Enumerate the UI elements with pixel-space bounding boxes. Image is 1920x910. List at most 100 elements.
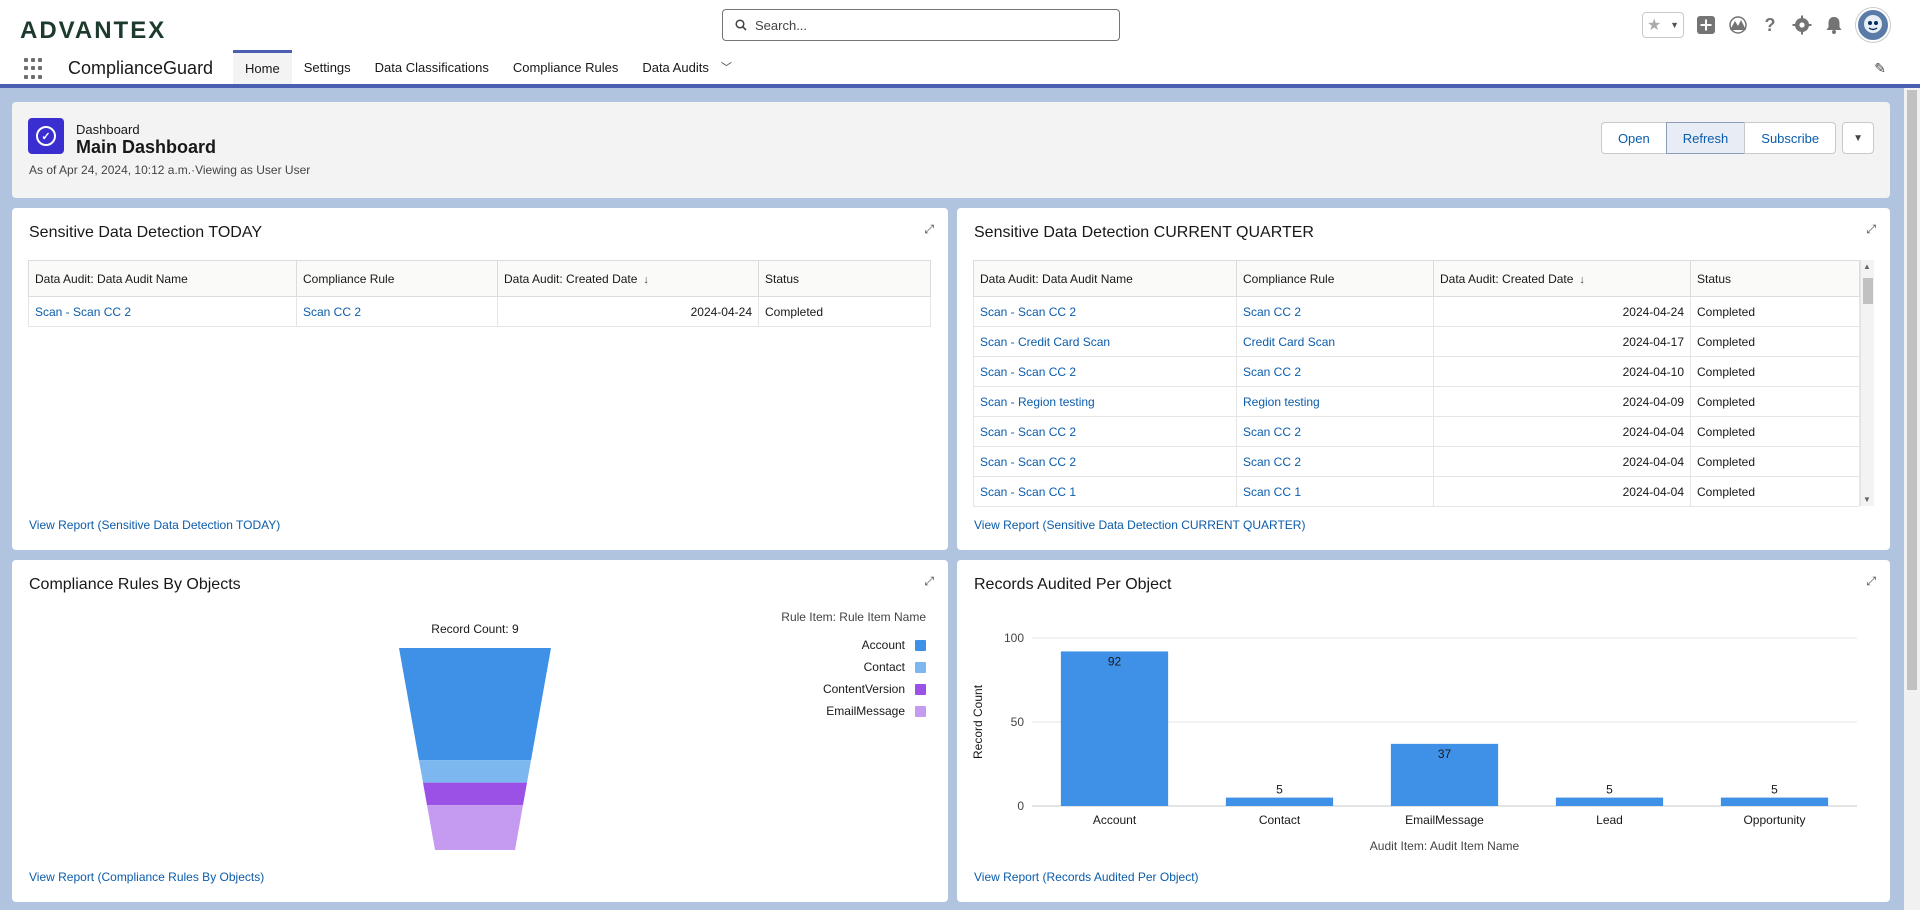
trailhead-icon[interactable]	[1728, 15, 1748, 35]
app-launcher-icon[interactable]	[24, 58, 46, 80]
bar-lead[interactable]	[1555, 797, 1664, 806]
column-header[interactable]: Data Audit: Data Audit Name	[973, 260, 1237, 297]
created-date-cell: 2024-04-04	[1433, 446, 1691, 477]
view-report-link[interactable]: View Report (Sensitive Data Detection TO…	[29, 518, 281, 532]
today-widget: Sensitive Data Detection TODAY ⤢ Data Au…	[12, 208, 948, 550]
funnel-segment-contact[interactable]	[419, 760, 531, 783]
global-actions-icon[interactable]	[1696, 15, 1716, 35]
legend-title: Rule Item: Rule Item Name	[781, 610, 926, 624]
data-audit-link[interactable]: Scan - Scan CC 2	[973, 356, 1237, 387]
tab-home[interactable]: Home	[233, 50, 292, 84]
scrollbar-thumb[interactable]	[1907, 90, 1917, 690]
funnel-segment-account[interactable]	[399, 648, 551, 761]
tab-data-classifications[interactable]: Data Classifications	[363, 50, 501, 84]
created-date-cell: 2024-04-04	[1433, 416, 1691, 447]
search-input[interactable]: Search...	[722, 9, 1120, 41]
x-tick-label: Lead	[1596, 813, 1623, 827]
column-header[interactable]: Compliance Rule	[1236, 260, 1434, 297]
column-header[interactable]: Data Audit: Created Date ↓	[497, 260, 759, 297]
data-label: 5	[1771, 783, 1778, 797]
open-button[interactable]: Open	[1600, 122, 1667, 154]
dashboard-timestamp: As of Apr 24, 2024, 10:12 a.m.·Viewing a…	[29, 163, 311, 177]
widget-title: Compliance Rules By Objects	[29, 576, 241, 593]
favorites-button[interactable]: ★ ▼	[1642, 12, 1684, 38]
y-tick-label: 0	[1017, 799, 1024, 813]
data-audit-link[interactable]: Scan - Scan CC 2	[973, 296, 1237, 327]
compliance-rule-link[interactable]: Scan CC 2	[1236, 356, 1434, 387]
view-report-link[interactable]: View Report (Sensitive Data Detection CU…	[974, 518, 1306, 532]
sort-descending-icon[interactable]: ↓	[1579, 273, 1585, 286]
data-audit-link[interactable]: Scan - Region testing	[973, 386, 1237, 417]
tab-label: Settings	[303, 59, 351, 75]
dashboard-header: ✓ Dashboard Main Dashboard As of Apr 24,…	[12, 102, 1890, 198]
bar-account[interactable]	[1060, 651, 1169, 806]
expand-icon[interactable]: ⤢	[1866, 222, 1876, 236]
data-audit-link[interactable]: Scan - Scan CC 2	[973, 446, 1237, 477]
legend-item[interactable]: ContentVersion	[781, 678, 926, 700]
avatar[interactable]	[1856, 8, 1890, 42]
compliance-rule-link[interactable]: Region testing	[1236, 386, 1434, 417]
tab-label: Data Classifications	[374, 59, 489, 75]
expand-icon[interactable]: ⤢	[1866, 574, 1876, 588]
legend-swatch	[915, 683, 926, 695]
compliance-rule-link[interactable]: Scan CC 2	[1236, 446, 1434, 477]
expand-icon[interactable]: ⤢	[924, 222, 934, 236]
view-report-link[interactable]: View Report (Compliance Rules By Objects…	[29, 870, 265, 884]
bar-opportunity[interactable]	[1720, 797, 1829, 806]
compliance-rule-link[interactable]: Scan CC 1	[1236, 476, 1434, 507]
funnel-segment-emailmessage[interactable]	[427, 805, 523, 850]
scroll-down-icon[interactable]: ▼	[1863, 495, 1871, 504]
data-audit-link[interactable]: Scan - Credit Card Scan	[973, 326, 1237, 357]
scroll-up-icon[interactable]: ▲	[1863, 262, 1871, 271]
compliance-rules-widget: Compliance Rules By Objects ⤢ Record Cou…	[12, 560, 948, 902]
column-header[interactable]: Data Audit: Created Date ↓	[1433, 260, 1691, 297]
bar-contact[interactable]	[1225, 797, 1334, 806]
x-tick-label: Contact	[1259, 813, 1301, 827]
tab-label: Home	[245, 61, 280, 76]
column-header[interactable]: Status	[1690, 260, 1860, 297]
compliance-rule-link[interactable]: Scan CC 2	[1236, 296, 1434, 327]
data-audit-link[interactable]: Scan - Scan CC 1	[973, 476, 1237, 507]
legend-item[interactable]: Account	[781, 634, 926, 656]
compliance-rule-link[interactable]: Scan CC 2	[1236, 416, 1434, 447]
edit-nav-icon[interactable]: ✎	[1874, 60, 1886, 76]
refresh-button[interactable]: Refresh	[1665, 122, 1746, 154]
view-report-link[interactable]: View Report (Records Audited Per Object)	[974, 870, 1199, 884]
search-placeholder: Search...	[755, 17, 808, 33]
legend-item[interactable]: Contact	[781, 656, 926, 678]
tab-data-audits[interactable]: Data Audits ﹀	[630, 50, 744, 84]
legend-label: Contact	[863, 660, 905, 674]
scrollbar-thumb[interactable]	[1863, 278, 1873, 304]
compliance-rule-link[interactable]: Scan CC 2	[296, 296, 498, 327]
company-logo[interactable]: ADVANTEX	[20, 17, 166, 44]
tab-settings[interactable]: Settings	[292, 50, 363, 84]
subscribe-button[interactable]: Subscribe	[1744, 122, 1837, 154]
table-scrollbar[interactable]: ▲ ▼	[1860, 260, 1874, 506]
status-cell: Completed	[1690, 326, 1860, 357]
bar-chart: 0 50 100 Record Count 92 Account 5 Contact 37 Ema…	[971, 631, 1857, 853]
created-date-cell: 2024-04-10	[1433, 356, 1691, 387]
more-actions-button[interactable]: ▼	[1842, 122, 1874, 154]
bell-icon[interactable]	[1824, 15, 1844, 35]
legend-item[interactable]: EmailMessage	[781, 700, 926, 722]
page-scrollbar[interactable]	[1904, 88, 1920, 910]
compliance-rule-link[interactable]: Credit Card Scan	[1236, 326, 1434, 357]
column-header[interactable]: Compliance Rule	[296, 260, 498, 297]
widget-title: Sensitive Data Detection CURRENT QUARTER	[974, 224, 1314, 241]
tab-compliance-rules[interactable]: Compliance Rules	[501, 50, 631, 84]
column-header[interactable]: Data Audit: Data Audit Name	[28, 260, 297, 297]
app-name: ComplianceGuard	[68, 58, 214, 78]
bar-emailmessage[interactable]	[1390, 743, 1499, 806]
chevron-down-icon[interactable]: ﹀	[720, 62, 732, 74]
gear-icon[interactable]	[1792, 15, 1812, 35]
status-cell: Completed	[1690, 476, 1860, 507]
help-icon[interactable]: ?	[1764, 14, 1776, 35]
data-audit-link[interactable]: Scan - Scan CC 2	[973, 416, 1237, 447]
data-audit-link[interactable]: Scan - Scan CC 2	[28, 296, 297, 327]
expand-icon[interactable]: ⤢	[924, 574, 934, 588]
sort-descending-icon[interactable]: ↓	[643, 273, 649, 286]
column-header[interactable]: Status	[758, 260, 931, 297]
chevron-down-icon[interactable]: ▼	[1670, 20, 1679, 30]
funnel-segment-contentversion[interactable]	[423, 782, 527, 806]
table-row: Scan - Scan CC 1 Scan CC 1 2024-04-04 Compl…	[973, 476, 1860, 507]
